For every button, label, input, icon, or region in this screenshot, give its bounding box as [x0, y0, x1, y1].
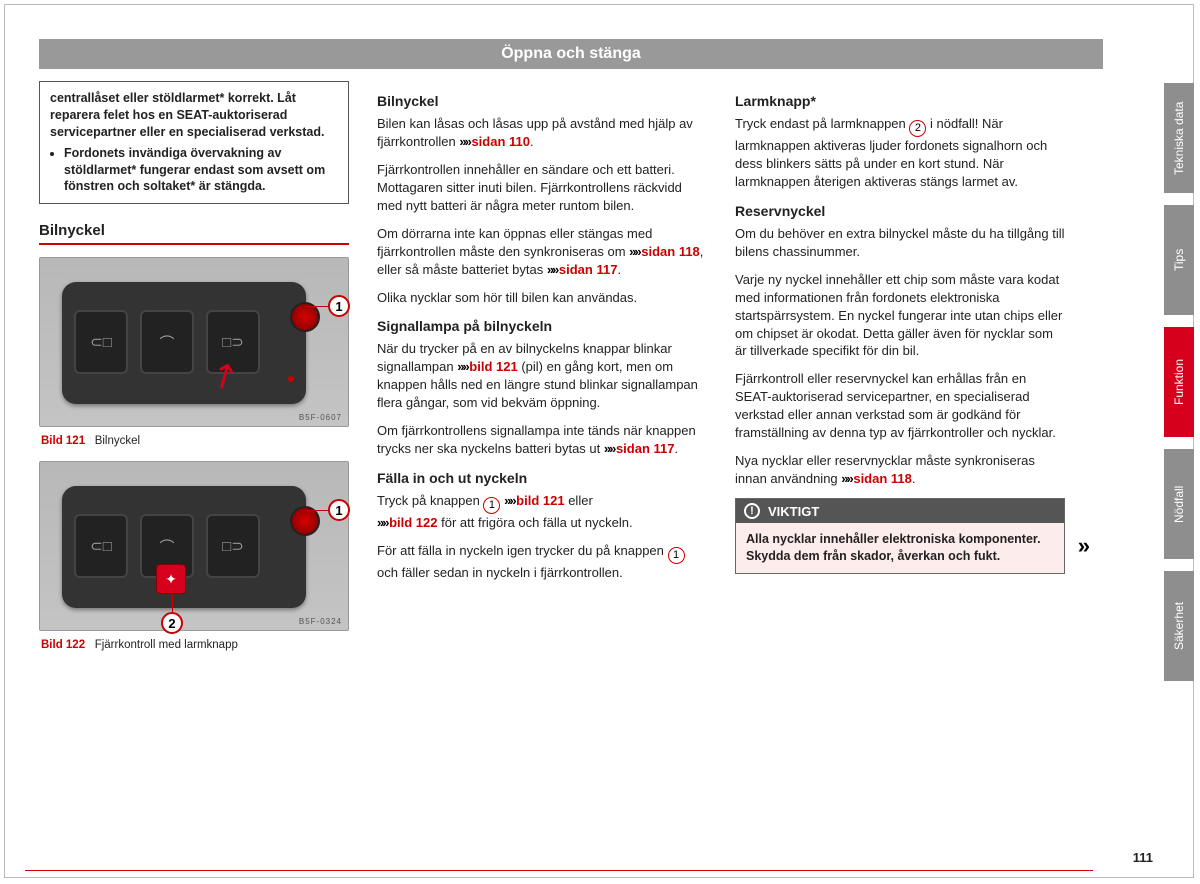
text: . — [617, 262, 621, 277]
text: . — [912, 471, 916, 486]
key-fob-illustration: ⊂□ ⌒ □⊃ — [62, 282, 306, 404]
exclamation-icon: ! — [744, 503, 760, 519]
link-sidan-117[interactable]: sidan 117 — [559, 262, 618, 277]
important-header: ! VIKTIGT — [736, 499, 1064, 523]
para: Tryck på knappen 1 bild 121 eller bild 1… — [377, 492, 707, 532]
text: Tryck på knappen — [377, 493, 483, 508]
callout-2: 2 — [161, 612, 183, 634]
important-body: Alla nycklar innehåller elektroniska kom… — [736, 523, 1064, 573]
figure-ref: Bild 122 — [41, 639, 85, 651]
page-outer: Öppna och stänga centrallåset eller stöl… — [4, 4, 1194, 878]
footer-rule — [25, 870, 1093, 871]
page-content: Öppna och stänga centrallåset eller stöl… — [5, 5, 1193, 877]
warning-box: centrallåset eller stöldlarmet* korrekt.… — [39, 81, 349, 204]
callout-lead-2 — [172, 594, 173, 612]
section-title: Bilnyckel — [39, 222, 349, 245]
trunk-button-icon: ⌒ — [140, 310, 194, 374]
link-bild-121[interactable]: bild 121 — [469, 359, 517, 374]
column-2: Bilnyckel Bilen kan låsas och låsas upp … — [377, 81, 707, 665]
para: Olika nycklar som hör till bilen kan anv… — [377, 289, 707, 307]
text: Tryck endast på larmknappen — [735, 116, 909, 131]
subhead-signallampa: Signallampa på bilnyckeln — [377, 318, 707, 334]
numcircle-1: 1 — [668, 547, 685, 564]
unlock-button-icon: □⊃ — [206, 514, 260, 578]
figure-code: B5F-0607 — [299, 413, 342, 422]
continuation-arrow-icon: » — [1078, 531, 1090, 561]
warning-text-1: centrallåset eller stöldlarmet* korrekt.… — [50, 90, 338, 141]
text: Bilen kan låsas och låsas upp på avstånd… — [377, 116, 693, 149]
content-columns: centrallåset eller stöldlarmet* korrekt.… — [39, 81, 1163, 665]
callout-1: 1 — [328, 295, 350, 317]
para: Tryck endast på larmknappen 2 i nödfall!… — [735, 115, 1065, 191]
para: För att fälla in nyckeln igen trycker du… — [377, 542, 707, 582]
link-sidan-118[interactable]: sidan 118 — [853, 471, 912, 486]
link-sidan-110[interactable]: sidan 110 — [471, 134, 530, 149]
tab-tekniska-data[interactable]: Tekniska data — [1164, 83, 1194, 193]
tab-sakerhet[interactable]: Säkerhet — [1164, 571, 1194, 681]
subhead-reservnyckel: Reservnyckel — [735, 203, 1065, 219]
important-text: Alla nycklar innehåller elektroniska kom… — [746, 532, 1041, 563]
figure-122-caption: Bild 122 Fjärrkontroll med larmknapp — [39, 635, 349, 665]
figure-121-caption: Bild 121 Bilnyckel — [39, 431, 349, 461]
callout-1: 1 — [328, 499, 350, 521]
link-bild-122[interactable]: bild 122 — [389, 515, 437, 530]
figure-121: ⊂□ ⌒ □⊃ ↗ 1 B5F-0607 — [39, 257, 349, 427]
tab-tips[interactable]: Tips — [1164, 205, 1194, 315]
text: . — [675, 441, 679, 456]
subhead-falla: Fälla in och ut nyckeln — [377, 470, 707, 486]
figure-caption-text: Fjärrkontroll med larmknapp — [95, 639, 238, 651]
figure-122: ⊂□ ⌒ □⊃ ✦ 1 2 B5F-0324 — [39, 461, 349, 631]
important-box: ! VIKTIGT Alla nycklar innehåller elektr… — [735, 498, 1065, 574]
text: För att fälla in nyckeln igen trycker du… — [377, 543, 668, 558]
lock-button-icon: ⊂□ — [74, 514, 128, 578]
callout-lead-1 — [306, 510, 328, 511]
text: Om dörrarna inte kan öppnas eller stänga… — [377, 226, 652, 259]
para: Fjärrkontroll eller reservnyckel kan erh… — [735, 370, 1065, 442]
para: Om du behöver en extra bilnyckel måste d… — [735, 225, 1065, 261]
link-sidan-117[interactable]: sidan 117 — [616, 441, 675, 456]
para: När du trycker på en av bilnyckelns knap… — [377, 340, 707, 412]
para: Om dörrarna inte kan öppnas eller stänga… — [377, 225, 707, 279]
numcircle-1: 1 — [483, 497, 500, 514]
warning-bullet: Fordonets invändiga övervakning av stöld… — [64, 145, 338, 196]
figure-code: B5F-0324 — [299, 617, 342, 626]
page-number: 111 — [1133, 850, 1153, 865]
text: och fäller sedan in nyckeln i fjärrkontr… — [377, 565, 623, 580]
figure-caption-text: Bilnyckel — [95, 435, 140, 447]
para: Bilen kan låsas och låsas upp på avstånd… — [377, 115, 707, 151]
link-bild-121[interactable]: bild 121 — [516, 493, 564, 508]
para: Om fjärrkontrollens signallampa inte tän… — [377, 422, 707, 458]
para: Nya nycklar eller reservnycklar måste sy… — [735, 452, 1065, 488]
figure-ref: Bild 121 — [41, 435, 85, 447]
text: eller — [565, 493, 593, 508]
column-3: Larmknapp* Tryck endast på larmknappen 2… — [735, 81, 1065, 665]
para: Varje ny nyckel innehåller ett chip som … — [735, 271, 1065, 361]
alarm-button-icon: ✦ — [156, 564, 186, 594]
text: . — [530, 134, 534, 149]
key-fob-illustration-2: ⊂□ ⌒ □⊃ ✦ — [62, 486, 306, 608]
link-sidan-118[interactable]: sidan 118 — [641, 244, 700, 259]
lock-button-icon: ⊂□ — [74, 310, 128, 374]
tab-funktion[interactable]: Funktion — [1164, 327, 1194, 437]
text: för att frigöra och fälla ut nyckeln. — [438, 515, 633, 530]
tab-nodfall[interactable]: Nödfall — [1164, 449, 1194, 559]
subhead-larmknapp: Larmknapp* — [735, 93, 1065, 109]
important-title: VIKTIGT — [768, 504, 819, 519]
side-tabs: Tekniska data Tips Funktion Nödfall Säke… — [1164, 83, 1194, 681]
numcircle-2: 2 — [909, 120, 926, 137]
column-1: centrallåset eller stöldlarmet* korrekt.… — [39, 81, 349, 665]
callout-lead — [306, 306, 328, 307]
para: Fjärrkontrollen innehåller en sändare oc… — [377, 161, 707, 215]
subhead-bilnyckel: Bilnyckel — [377, 93, 707, 109]
page-header: Öppna och stänga — [39, 39, 1103, 69]
